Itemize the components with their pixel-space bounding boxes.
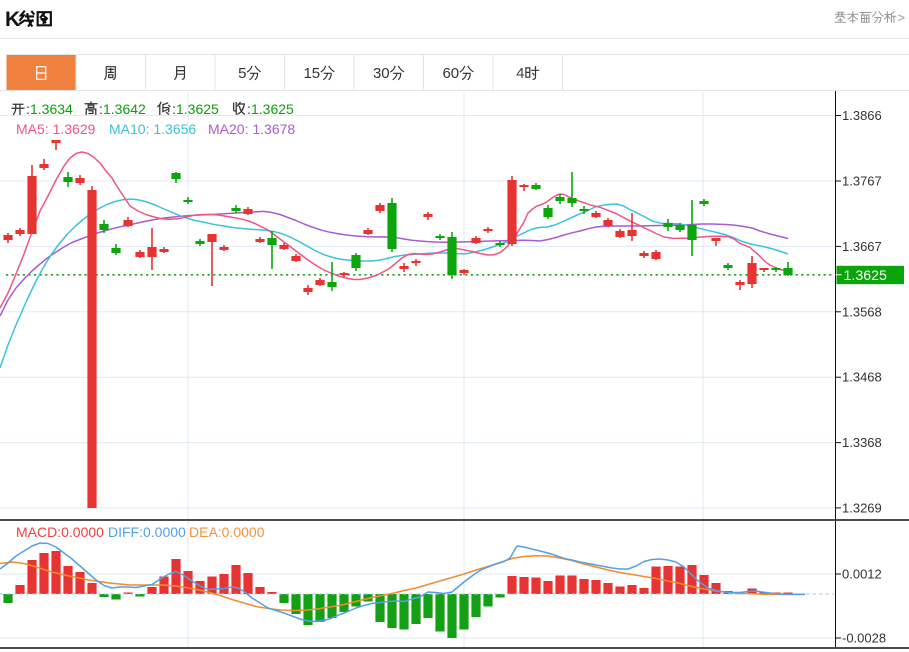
svg-text:1.3625: 1.3625 [251, 101, 294, 117]
svg-text:1.3368: 1.3368 [842, 435, 882, 450]
svg-text:1.3269: 1.3269 [842, 500, 882, 515]
svg-text:4: 4 [516, 65, 524, 82]
svg-text:30: 30 [373, 65, 390, 82]
svg-text:MA10: 1.3656: MA10: 1.3656 [109, 121, 196, 137]
svg-text:>: > [898, 10, 906, 25]
svg-text::: : [99, 101, 103, 117]
svg-text:0.0012: 0.0012 [842, 567, 882, 582]
svg-text:MA5: 1.3629: MA5: 1.3629 [16, 121, 96, 137]
svg-text:1.3625: 1.3625 [176, 101, 219, 117]
svg-text:-0.0028: -0.0028 [842, 631, 886, 646]
svg-text:MACD:0.0000: MACD:0.0000 [16, 524, 104, 540]
svg-text:1.3667: 1.3667 [842, 239, 882, 254]
svg-text:1.3642: 1.3642 [103, 101, 146, 117]
svg-text:MA20: 1.3678: MA20: 1.3678 [208, 121, 295, 137]
svg-text::: : [172, 101, 176, 117]
svg-text::: : [26, 101, 30, 117]
svg-text:1.3568: 1.3568 [842, 304, 882, 319]
svg-text:1.3634: 1.3634 [30, 101, 73, 117]
svg-text:60: 60 [442, 65, 459, 82]
svg-text:1.3866: 1.3866 [842, 108, 882, 123]
svg-text:15: 15 [303, 65, 320, 82]
svg-text:1.3468: 1.3468 [842, 370, 882, 385]
svg-text:K: K [5, 8, 20, 31]
svg-text:DEA:0.0000: DEA:0.0000 [189, 524, 265, 540]
svg-text:1.3625: 1.3625 [844, 268, 888, 284]
svg-text:DIFF:0.0000: DIFF:0.0000 [108, 524, 186, 540]
svg-text:1.3767: 1.3767 [842, 174, 882, 189]
svg-text:5: 5 [238, 65, 246, 82]
svg-text::: : [247, 101, 251, 117]
